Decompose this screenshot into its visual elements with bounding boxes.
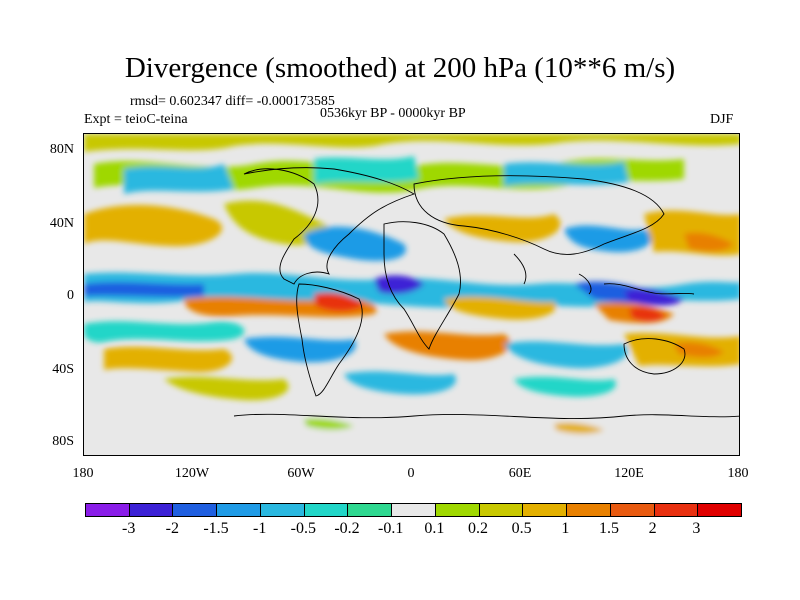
colorbar-label: 2 — [648, 520, 657, 537]
colorbar-swatch — [523, 504, 568, 516]
experiment-text: Expt = teioC-teina — [84, 112, 188, 127]
y-label-80n: 80N — [49, 142, 74, 157]
map-title: Divergence (smoothed) at 200 hPa (10**6 … — [124, 52, 676, 84]
x-label-180e: 180 — [727, 466, 749, 481]
colorbar-label: -1 — [252, 520, 267, 537]
divergence-map — [83, 133, 740, 456]
colorbar-swatch — [698, 504, 742, 516]
colorbar-label: 1 — [561, 520, 570, 537]
colorbar-swatch — [392, 504, 436, 516]
colorbar-swatch — [479, 504, 524, 516]
x-label-0: 0 — [407, 466, 415, 481]
colorbar-label: -0.2 — [334, 520, 360, 537]
colorbar-label: -0.1 — [377, 520, 404, 537]
y-label-40s: 40S — [52, 362, 74, 377]
y-label-0: 0 — [67, 288, 74, 303]
colorbar-swatch — [217, 504, 261, 516]
colorbar-label: 0.1 — [424, 520, 445, 537]
season-text: DJF — [710, 112, 734, 127]
colorbar-swatch — [567, 504, 611, 516]
colorbar-label: 1.5 — [599, 520, 619, 537]
map-field-svg — [84, 134, 739, 455]
colorbar-swatch — [610, 504, 655, 516]
coastlines — [233, 167, 739, 419]
colorbar-label: -0.5 — [290, 520, 316, 537]
colorbar-swatch — [654, 504, 699, 516]
colorbar-swatch — [435, 504, 480, 516]
x-label-60e: 60E — [508, 466, 532, 481]
colorbar-label: -1.5 — [203, 520, 229, 537]
colorbar-swatch — [86, 504, 130, 516]
x-label-180w: 180 — [72, 466, 94, 481]
colorbar-label: 3 — [692, 520, 701, 537]
stats-text: rmsd= 0.602347 diff= -0.000173585 — [130, 94, 335, 109]
colorbar-label: -3 — [121, 520, 136, 537]
colorbar-swatch — [348, 504, 393, 516]
colorbar-swatch — [129, 504, 174, 516]
divergence-field — [84, 134, 739, 455]
x-label-120e: 120E — [614, 466, 644, 481]
colorbar — [85, 503, 742, 517]
x-label-60w: 60W — [287, 466, 315, 481]
colorbar-label: 0.5 — [511, 520, 532, 537]
colorbar-swatch — [304, 504, 349, 516]
colorbar-label: -2 — [165, 520, 179, 537]
colorbar-swatch — [173, 504, 218, 516]
colorbar-label: 0.2 — [468, 520, 488, 537]
colorbar-swatch — [260, 504, 305, 516]
x-label-120w: 120W — [174, 466, 210, 481]
y-label-80s: 80S — [52, 434, 74, 449]
period-text: 0536kyr BP - 0000kyr BP — [320, 106, 466, 121]
y-label-40n: 40N — [49, 216, 74, 231]
